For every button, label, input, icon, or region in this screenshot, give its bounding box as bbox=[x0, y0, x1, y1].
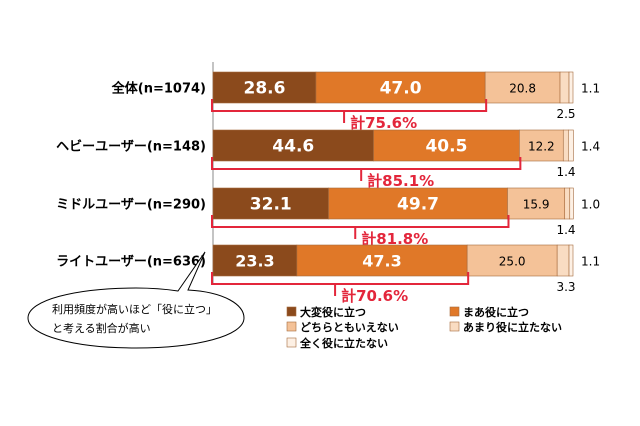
bar-segment bbox=[562, 129, 569, 162]
legend-swatch bbox=[449, 321, 460, 332]
legend-label: あまり役に立たない bbox=[463, 320, 562, 334]
bar-segment bbox=[296, 244, 468, 277]
bar-segment bbox=[568, 71, 574, 104]
callout-line-2: と考える割合が高い bbox=[52, 321, 151, 335]
legend-swatch bbox=[286, 337, 297, 348]
data-label: 2.5 bbox=[556, 107, 575, 121]
data-label: 28.6 bbox=[244, 79, 286, 99]
data-label: 32.1 bbox=[250, 195, 292, 215]
data-label: 49.7 bbox=[397, 195, 439, 215]
bar-segment bbox=[484, 71, 561, 104]
data-label: 1.1 bbox=[581, 82, 600, 96]
legend-label: 全く役に立たない bbox=[299, 336, 388, 350]
category-label: ミドルユーザー(n=290) bbox=[56, 198, 206, 213]
legend-swatch bbox=[286, 306, 297, 317]
data-label: 1.4 bbox=[556, 165, 575, 179]
data-label: 40.5 bbox=[425, 137, 467, 157]
legend-label: どちらともいえない bbox=[300, 321, 399, 334]
bar-segment bbox=[315, 71, 486, 104]
bar-segment bbox=[519, 129, 564, 162]
data-label: 1.1 bbox=[581, 255, 600, 269]
total-bracket bbox=[211, 215, 510, 228]
data-label: 47.0 bbox=[380, 79, 422, 99]
data-label: 44.6 bbox=[272, 137, 314, 157]
data-label: 25.0 bbox=[499, 255, 526, 269]
callout-bubble bbox=[27, 251, 245, 349]
bar-segment bbox=[507, 187, 566, 220]
bar-segment bbox=[212, 71, 317, 104]
legend-swatch bbox=[286, 321, 297, 332]
category-label: ライトユーザー(n=636) bbox=[56, 255, 206, 270]
bar-segment bbox=[212, 187, 329, 220]
bar-segment bbox=[568, 129, 574, 162]
category-label: 全体(n=1074) bbox=[111, 81, 206, 97]
total-label: 計70.6% bbox=[341, 287, 408, 305]
data-label: 12.2 bbox=[528, 140, 555, 154]
data-label: 1.4 bbox=[556, 223, 575, 237]
total-bracket bbox=[211, 157, 522, 170]
legend-label: まあ役に立つ bbox=[463, 305, 529, 319]
bar-segment bbox=[556, 244, 570, 277]
bar-segment bbox=[212, 129, 374, 162]
category-label: ヘビーユーザー(n=148) bbox=[56, 139, 206, 155]
data-label: 23.3 bbox=[235, 252, 274, 271]
bar-segment bbox=[373, 129, 520, 162]
bar-segment bbox=[212, 244, 298, 277]
data-label: 47.3 bbox=[362, 252, 401, 271]
total-label: 計81.8% bbox=[361, 230, 428, 248]
total-bracket bbox=[211, 99, 488, 112]
data-label: 1.4 bbox=[581, 140, 600, 154]
data-label: 1.0 bbox=[581, 198, 600, 212]
bar-segment bbox=[466, 244, 558, 277]
data-label: 3.3 bbox=[556, 280, 575, 294]
total-label: 計75.6% bbox=[350, 114, 417, 132]
legend-swatch bbox=[449, 306, 460, 317]
bar-segment bbox=[568, 244, 574, 277]
callout-line-1: 利用頻度が高いほど「役に立つ」 bbox=[52, 302, 217, 316]
total-bracket bbox=[211, 272, 470, 285]
legend-label: 大変役に立つ bbox=[300, 305, 366, 319]
data-label: 15.9 bbox=[523, 198, 550, 212]
bar-segment bbox=[569, 187, 574, 220]
bar-segment bbox=[564, 187, 571, 220]
total-label: 計85.1% bbox=[367, 172, 434, 190]
bar-segment bbox=[559, 71, 570, 104]
data-label: 20.8 bbox=[509, 82, 536, 96]
